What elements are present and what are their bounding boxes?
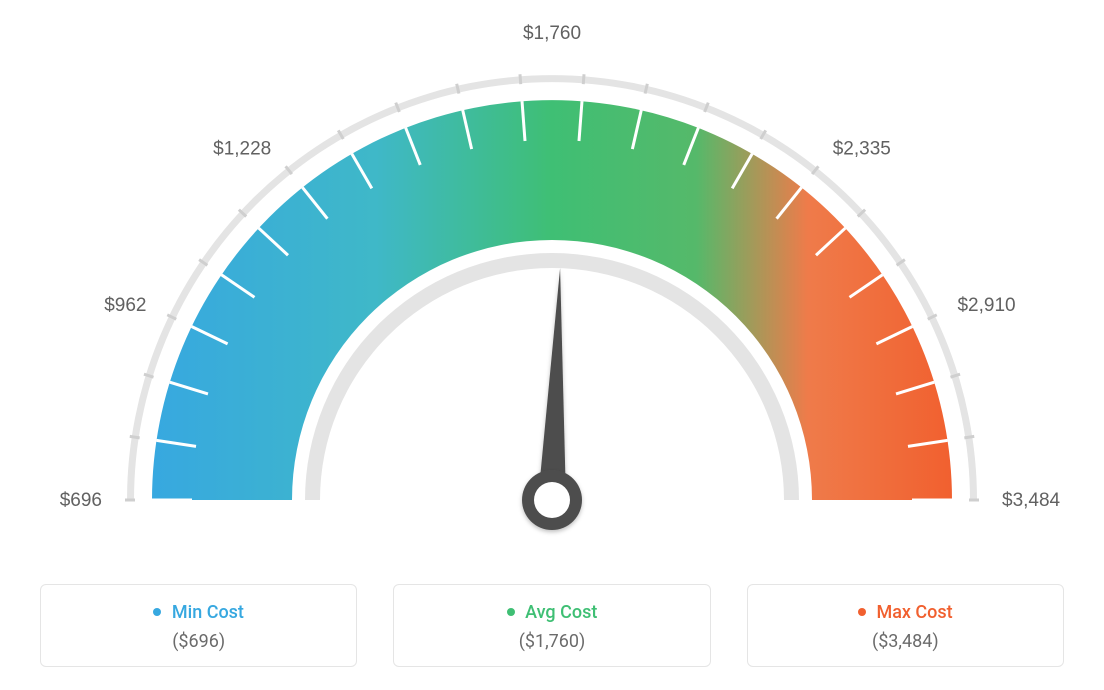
svg-text:$1,760: $1,760 (523, 23, 581, 44)
legend-card-max: Max Cost ($3,484) (747, 584, 1064, 667)
dot-icon (858, 608, 866, 616)
svg-text:$2,335: $2,335 (833, 138, 891, 159)
dot-icon (507, 608, 515, 616)
svg-text:$2,910: $2,910 (957, 295, 1015, 316)
legend-value-avg: ($1,760) (406, 631, 697, 652)
gauge-chart: $696 $962 $1,228 $1,760 $2,335 $2,910 $3,484 (0, 0, 1104, 560)
gauge-svg: $696 $962 $1,228 $1,760 $2,335 $2,910 $3,484 (0, 0, 1104, 560)
legend-card-min: Min Cost ($696) (40, 584, 357, 667)
svg-text:$962: $962 (104, 295, 146, 316)
svg-text:$3,484: $3,484 (1002, 490, 1061, 511)
legend-value-min: ($696) (53, 631, 344, 652)
legend-title-text: Min Cost (172, 602, 244, 623)
legend-title-min: Min Cost (53, 601, 344, 623)
legend-card-avg: Avg Cost ($1,760) (393, 584, 710, 667)
svg-text:$696: $696 (60, 490, 102, 511)
legend-title-max: Max Cost (760, 601, 1051, 623)
dot-icon (153, 608, 161, 616)
legend-title-avg: Avg Cost (406, 601, 697, 623)
legend-title-text: Avg Cost (525, 602, 597, 623)
legend-value-max: ($3,484) (760, 631, 1051, 652)
legend-title-text: Max Cost (876, 602, 952, 623)
svg-text:$1,228: $1,228 (213, 138, 271, 159)
legend-row: Min Cost ($696) Avg Cost ($1,760) Max Co… (0, 560, 1104, 667)
